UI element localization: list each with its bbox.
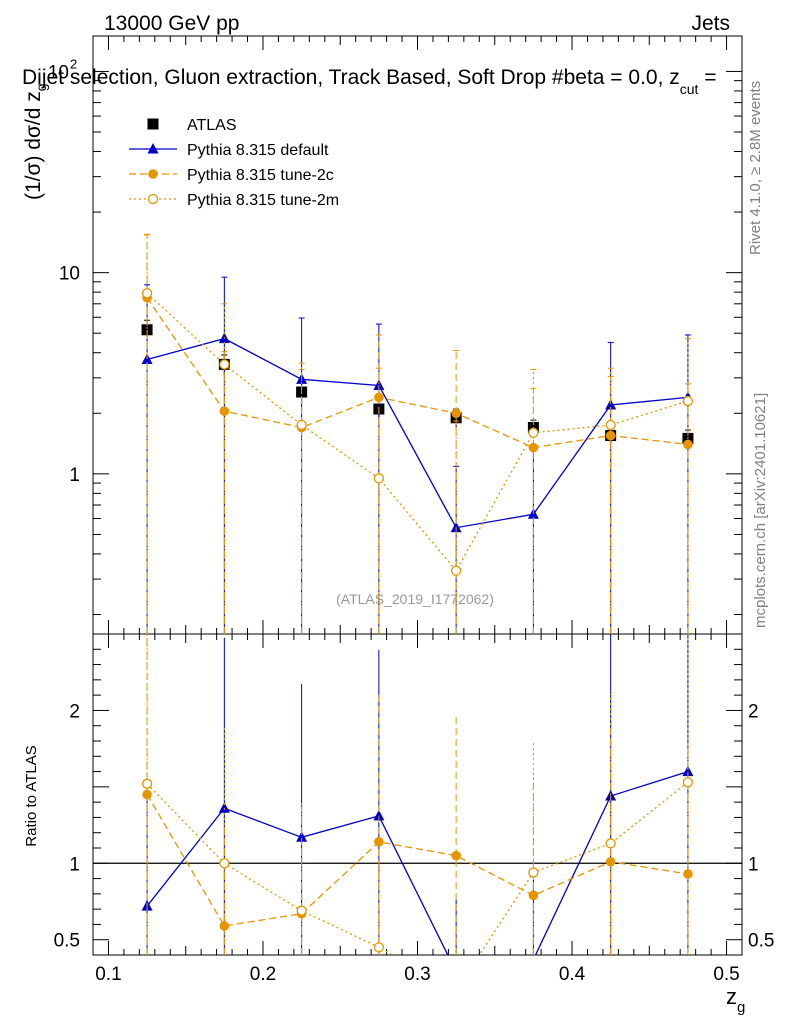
- ratio-plot: [141, 634, 694, 955]
- tune2c-point: [605, 430, 616, 441]
- x-tick-label: 0.5: [713, 964, 739, 985]
- y-tick-label: 10: [48, 62, 69, 83]
- tune2m-ratio-point: [373, 942, 385, 953]
- tune2m-ratio-point: [528, 867, 539, 878]
- y-tick-label-exponent: 2: [70, 56, 77, 71]
- tune2c-point: [219, 406, 230, 416]
- default-line: [146, 337, 688, 529]
- default-ratio-line: [146, 770, 689, 955]
- legend-label-atlas: ATLAS: [187, 117, 237, 134]
- default-point: [373, 379, 385, 390]
- default-ratio-point: [373, 809, 385, 821]
- y-tick-label: 1: [69, 465, 80, 486]
- legend-marker-tune2c: [148, 169, 158, 179]
- legend: ATLAS Pythia 8.315 default Pythia 8.315 tu…: [129, 117, 339, 209]
- tune2c-ratio-point: [219, 921, 230, 931]
- tune2c-ratio-point: [605, 856, 616, 867]
- tune2m-ratio-point: [219, 858, 230, 869]
- y-tick-label: 2: [69, 701, 80, 722]
- y-tick-label-right: 0.5: [748, 931, 774, 952]
- legend-marker-tune2m: [147, 193, 159, 205]
- tune2m-point: [682, 395, 694, 407]
- y-tick-label: 10: [59, 264, 80, 285]
- rivet-label: Rivet 4.1.0, ≥ 2.8M events: [747, 81, 764, 255]
- tune2m-point: [605, 419, 616, 431]
- main-plot: [141, 233, 694, 634]
- tune2m-ratio-point: [141, 778, 153, 789]
- legend-marker-atlas: [147, 118, 159, 130]
- legend-label-tune2c: Pythia 8.315 tune-2c: [187, 167, 334, 184]
- tune2c-point: [451, 408, 461, 419]
- y-tick-label: 0.5: [54, 931, 80, 952]
- ratio-frame: [92, 633, 743, 956]
- main-ylabel: (1/σ) dσ/d zg: [22, 83, 49, 200]
- tune2m-ratio-point: [682, 777, 694, 788]
- plot-title-main: Dijet selection, Gluon extraction, Track…: [22, 66, 680, 89]
- ratio-xlabel: zg: [726, 984, 745, 1016]
- y-tick-label: 1: [69, 854, 80, 875]
- x-tick-label: 0.4: [559, 964, 586, 985]
- tune2c-ratio-point: [451, 850, 461, 861]
- default-point: [450, 521, 462, 533]
- x-tick-label: 0.3: [404, 964, 430, 985]
- default-point: [605, 398, 617, 410]
- tune2m-line: [146, 292, 689, 572]
- tune2m-point: [141, 288, 153, 299]
- ratio-axes: 0.1 0.2 0.3 0.4 0.5 0.5 0.5 1 1 2 2: [54, 620, 774, 985]
- tune2c-point: [683, 439, 693, 450]
- tune2c-ratio-point: [528, 890, 539, 901]
- y-tick-label-right: 1: [748, 854, 759, 875]
- tune2c-ratio-point: [374, 837, 384, 847]
- tune2m-point: [373, 473, 385, 484]
- tune2m-point: [528, 427, 539, 438]
- default-ratio-point: [682, 765, 694, 777]
- legend-label-tune2m: Pythia 8.315 tune-2m: [187, 192, 339, 209]
- legend-marker-default: [147, 143, 159, 154]
- tune2m-ratio-point: [605, 838, 616, 849]
- header-left: 13000 GeV pp: [104, 12, 239, 35]
- mcplots-label: mcplots.cern.ch [arXiv:2401.10621]: [752, 393, 769, 628]
- x-tick-label: 0.1: [95, 964, 121, 985]
- tune2c-ratio-line: [146, 794, 689, 927]
- y-tick-label-right: 2: [748, 701, 759, 722]
- x-tick-label: 0.2: [250, 964, 276, 985]
- plot-title-tail: =: [698, 66, 716, 89]
- header-right: Jets: [691, 12, 730, 35]
- tune2m-ratio-point: [296, 905, 307, 916]
- analysis-watermark: (ATLAS_2019_I1772062): [336, 591, 494, 607]
- plot-title: Dijet selection, Gluon extraction, Track…: [22, 66, 717, 97]
- legend-label-default: Pythia 8.315 default: [187, 142, 329, 159]
- tune2m-point: [219, 359, 230, 370]
- plot-title-sub: cut: [680, 81, 699, 97]
- tune2m-ratio-line: [146, 781, 689, 955]
- ratio-ylabel: Ratio to ATLAS: [23, 745, 40, 846]
- default-ratio-point: [218, 802, 230, 813]
- default-ratio-point: [296, 831, 308, 842]
- tune2m-point: [450, 565, 462, 576]
- tune2m-point: [296, 419, 307, 431]
